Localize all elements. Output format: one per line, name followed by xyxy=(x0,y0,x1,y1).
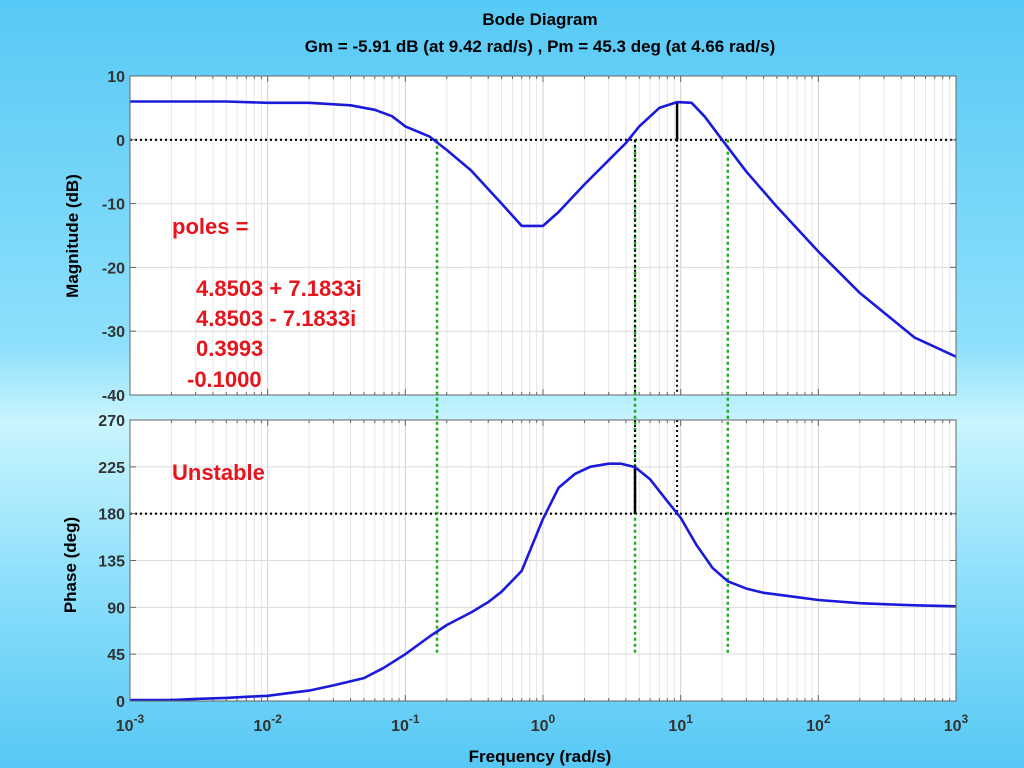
magnitude-y-tick-label: -20 xyxy=(102,260,125,277)
magnitude-y-ticks: 10 0 -10 -20 -30 -40 xyxy=(102,69,956,405)
x-tick-label: 10-1 xyxy=(391,712,420,735)
phase-y-tick-label: 0 xyxy=(116,694,125,711)
magnitude-y-tick-label: -40 xyxy=(102,388,125,405)
pole-1: 4.8503 + 7.1833i xyxy=(196,276,362,301)
x-tick-label: 100 xyxy=(531,712,556,735)
poles-label: poles = xyxy=(172,214,248,239)
x-tick-label: 102 xyxy=(806,712,831,735)
magnitude-curve xyxy=(130,100,957,358)
magnitude-series-line xyxy=(130,100,957,358)
chart-title: Bode Diagram xyxy=(482,10,597,29)
phase-y-axis-label: Phase (deg) xyxy=(61,517,80,613)
x-tick-label: 10-3 xyxy=(116,712,145,735)
stability-label: Unstable xyxy=(172,460,265,485)
phase-curve xyxy=(130,462,957,702)
x-tick-label: 10-2 xyxy=(253,712,282,735)
phase-y-tick-label: 45 xyxy=(107,647,125,664)
x-tick-label: 103 xyxy=(944,712,969,735)
magnitude-frame xyxy=(129,75,957,396)
phase-series-line xyxy=(130,462,957,702)
phase-y-tick-label: 270 xyxy=(98,413,125,430)
magnitude-y-axis-label: Magnitude (dB) xyxy=(63,174,82,298)
magnitude-grid xyxy=(129,75,956,396)
pole-3: 0.3993 xyxy=(196,336,263,361)
chart-subtitle: Gm = -5.91 dB (at 9.42 rad/s) , Pm = 45.… xyxy=(305,37,776,56)
phase-y-tick-label: 180 xyxy=(98,507,125,524)
magnitude-y-tick-label: 10 xyxy=(107,69,125,86)
magnitude-y-tick-label: -30 xyxy=(102,324,125,341)
x-tick-labels: 10-3 10-2 10-1 100 101 102 103 xyxy=(116,712,969,735)
magnitude-y-tick-label: 0 xyxy=(116,133,125,150)
phase-y-tick-label: 135 xyxy=(98,554,125,571)
phase-y-tick-label: 225 xyxy=(98,460,125,477)
phase-y-tick-label: 90 xyxy=(107,600,125,617)
x-axis-label: Frequency (rad/s) xyxy=(469,747,612,766)
phase-y-ticks: 270 225 180 135 90 45 0 xyxy=(98,413,956,711)
magnitude-y-tick-label: -10 xyxy=(102,197,125,214)
pole-4: -0.1000 xyxy=(187,367,262,392)
margin-markers xyxy=(633,102,679,514)
pole-2: 4.8503 - 7.1833i xyxy=(196,306,356,331)
x-tick-label: 101 xyxy=(668,712,693,735)
poles-annotation: poles = 4.8503 + 7.1833i 4.8503 - 7.1833… xyxy=(172,214,362,392)
